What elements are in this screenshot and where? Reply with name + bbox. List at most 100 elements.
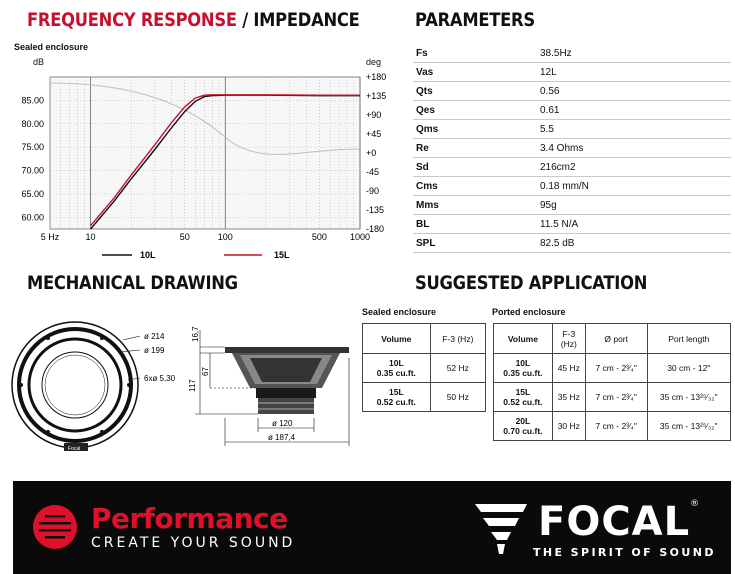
- response-curves: [90, 94, 360, 230]
- deg-tick-label: +45: [366, 129, 381, 139]
- freq-tick-label: 10: [86, 232, 96, 242]
- parameter-name: Cms: [413, 176, 537, 196]
- series-line-15l: [90, 94, 360, 227]
- sealed-label: Sealed enclosure: [362, 307, 437, 317]
- dim-total-depth: 117: [188, 379, 197, 392]
- front-view: [11, 321, 141, 451]
- parameter-value: 95g: [537, 195, 731, 215]
- freq-subtitle: Sealed enclosure: [14, 42, 89, 52]
- sealed-row: 10L 0.35 cu.ft. 52 Hz: [362, 353, 487, 383]
- dim-magnet-diameter: ø 120: [272, 419, 293, 428]
- performance-logo-icon: [33, 505, 77, 549]
- ported-volume: 10L 0.35 cu.ft.: [493, 353, 553, 383]
- ported-table: Volume F-3 (Hz) Ø port Port length 10L 0.…: [493, 323, 732, 441]
- front-logo: Focal: [68, 446, 80, 452]
- sealed-col-f3: F-3 (Hz): [429, 323, 487, 354]
- parameter-value: 82.5 dB: [537, 233, 731, 253]
- parameter-name: Re: [413, 138, 537, 158]
- parameter-name: Qts: [413, 81, 537, 101]
- parameter-name: Vas: [413, 62, 537, 82]
- ported-row: 10L 0.35 cu.ft. 45 Hz 7 cm - 2³⁄₄" 30 cm - 1…: [493, 353, 732, 383]
- parameter-row: Qts 0.56: [413, 81, 731, 101]
- focal-brand-text: FOCAL®: [538, 499, 700, 545]
- ported-port: 7 cm - 2³⁄₄": [584, 382, 648, 412]
- parameter-row: Cms 0.18 mm/N: [413, 176, 731, 196]
- deg-tick-label: +0: [366, 148, 376, 158]
- parameter-value: 216cm2: [537, 157, 731, 177]
- db-tick-label: 60.00: [21, 212, 44, 222]
- sealed-f3: 50 Hz: [429, 382, 487, 412]
- ported-length: 35 cm - 13²⁵⁄₃₂": [646, 411, 732, 441]
- ported-volume: 15L 0.52 cu.ft.: [493, 382, 553, 412]
- ported-col-f3: F-3 (Hz): [551, 323, 586, 354]
- deg-tick-label: -180: [366, 224, 384, 234]
- deg-unit: deg: [366, 57, 382, 67]
- ported-port: 7 cm - 2³⁄₄": [584, 353, 648, 383]
- sealed-volume: 15L 0.52 cu.ft.: [362, 382, 431, 412]
- ported-length: 30 cm - 12": [646, 353, 732, 383]
- parameter-row: Sd 216cm2: [413, 157, 731, 177]
- application-title: SUGGESTED APPLICATION: [415, 272, 648, 294]
- footer-banner: Performance CREATE YOUR SOUND FOCAL® THE…: [13, 481, 731, 574]
- ported-f3: 45 Hz: [551, 353, 586, 383]
- db-tick-label: 75.00: [21, 142, 44, 152]
- parameters-table: Fs 38.5Hz Vas 12L Qts 0.56 Qes 0.61 Qms 5.5 Re 3.4 …: [413, 44, 731, 253]
- parameter-name: Fs: [413, 44, 537, 63]
- parameter-value: 0.18 mm/N: [537, 176, 731, 196]
- db-unit: dB: [33, 57, 45, 67]
- chart-grid: [49, 77, 361, 229]
- sealed-volume: 10L 0.35 cu.ft.: [362, 353, 431, 383]
- dim-basket-depth: 67: [201, 367, 210, 376]
- db-tick-label: 70.00: [21, 166, 44, 176]
- parameter-value: 11.5 N/A: [537, 214, 731, 234]
- ported-port: 7 cm - 2³⁄₄": [584, 411, 648, 441]
- legend-label-15l: 15L: [274, 250, 290, 260]
- freq-title: FREQUENCY RESPONSE / IMPEDANCE: [27, 9, 360, 31]
- deg-tick-label: -45: [366, 167, 379, 177]
- parameter-name: Mms: [413, 195, 537, 215]
- parameter-row: Qms 5.5: [413, 119, 731, 139]
- dim-bolt-circle: ø 199: [144, 346, 165, 355]
- dim-mount-holes: 6xø 5,30: [144, 374, 176, 383]
- dim-flange-height: 16,7: [191, 326, 200, 342]
- parameter-row: Vas 12L: [413, 62, 731, 82]
- side-view: [195, 330, 350, 446]
- plot-area: [49, 76, 361, 230]
- parameter-row: Re 3.4 Ohms: [413, 138, 731, 158]
- freq-tick-label: 1000: [350, 232, 370, 242]
- deg-tick-label: -90: [366, 186, 379, 196]
- freq-tick-label: 5 Hz: [41, 232, 60, 242]
- parameter-value: 12L: [537, 62, 731, 82]
- freq-tick-labels: 5 Hz 10 50 100 500 1000: [41, 232, 370, 242]
- parameters-title: PARAMETERS: [415, 9, 535, 31]
- focal-logo-icon: [475, 504, 527, 554]
- parameter-value: 0.56: [537, 81, 731, 101]
- sealed-row: 15L 0.52 cu.ft. 50 Hz: [362, 382, 487, 412]
- freq-title-sub: / IMPEDANCE: [242, 9, 360, 31]
- ported-row: 15L 0.52 cu.ft. 35 Hz 7 cm - 2³⁄₄" 35 cm - 1…: [493, 382, 732, 412]
- ported-f3: 30 Hz: [551, 411, 586, 441]
- parameter-name: BL: [413, 214, 537, 234]
- db-tick-label: 80.00: [21, 119, 44, 129]
- deg-tick-label: +90: [366, 110, 381, 120]
- freq-title-main: FREQUENCY RESPONSE: [27, 9, 237, 31]
- ported-col-volume: Volume: [493, 323, 553, 354]
- freq-tick-label: 100: [218, 232, 233, 242]
- parameter-row: BL 11.5 N/A: [413, 214, 731, 234]
- sealed-f3: 52 Hz: [429, 353, 487, 383]
- ported-length: 35 cm - 13²⁵⁄₃₂": [646, 382, 732, 412]
- parameter-row: Fs 38.5Hz: [413, 44, 731, 63]
- parameter-value: 38.5Hz: [537, 44, 731, 63]
- db-tick-labels: 85.00 80.00 75.00 70.00 65.00 60.00: [21, 95, 44, 222]
- parameter-value: 5.5: [537, 119, 731, 139]
- ported-f3: 35 Hz: [551, 382, 586, 412]
- ported-label: Ported enclosure: [492, 307, 566, 317]
- deg-tick-label: +135: [366, 91, 386, 101]
- dim-cutout-diameter: ø 187,4: [268, 433, 296, 442]
- parameter-name: SPL: [413, 233, 537, 253]
- tagline-text: CREATE YOUR SOUND: [91, 535, 296, 551]
- parameter-name: Qms: [413, 119, 537, 139]
- registered-mark: ®: [690, 499, 701, 509]
- deg-tick-labels: +180 +135 +90 +45 +0 -45 -90 -135 -180: [366, 72, 386, 234]
